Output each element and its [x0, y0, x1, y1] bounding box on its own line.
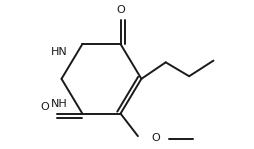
Text: NH: NH	[51, 99, 67, 109]
Text: O: O	[116, 6, 124, 15]
Text: O: O	[40, 103, 49, 112]
Text: HN: HN	[51, 47, 67, 57]
Text: O: O	[150, 133, 159, 143]
